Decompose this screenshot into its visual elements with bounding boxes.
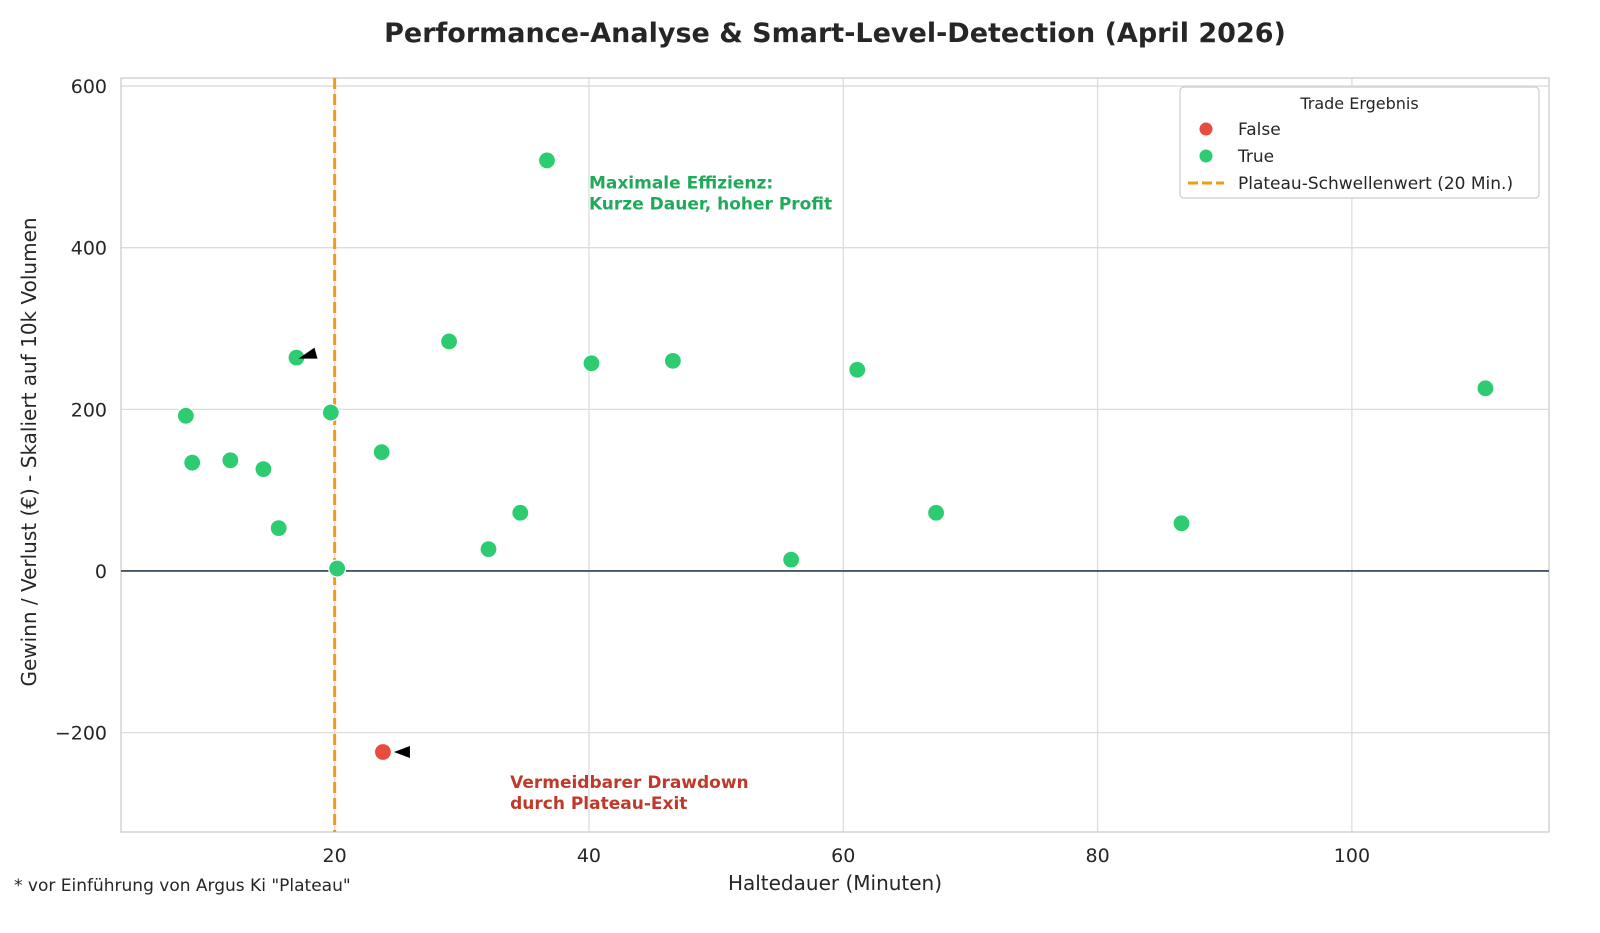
- data-point-true: [1476, 379, 1495, 398]
- data-point-true: [479, 540, 498, 559]
- data-point-true: [269, 519, 288, 538]
- legend-box: [1179, 86, 1540, 199]
- y-tick-label: 400: [71, 238, 107, 260]
- data-point-true: [663, 351, 682, 370]
- legend-label: Plateau-Schwellenwert (20 Min.): [1238, 174, 1513, 194]
- annotation-text: Maximale Effizienz:: [589, 174, 773, 194]
- x-tick-label: 80: [1085, 845, 1109, 867]
- x-tick-label: 20: [323, 845, 347, 867]
- legend-title: Trade Ergebnis: [1299, 94, 1418, 113]
- legend-marker-false: [1199, 122, 1213, 136]
- x-tick-label: 40: [577, 845, 601, 867]
- data-point-true: [848, 360, 867, 379]
- data-point-true: [372, 443, 391, 462]
- x-tick-label: 60: [831, 845, 855, 867]
- data-point-true: [782, 550, 801, 569]
- y-axis-label: Gewinn / Verlust (€) - Skaliert auf 10k …: [17, 217, 41, 686]
- data-point-false: [373, 742, 393, 762]
- data-point-true: [176, 406, 195, 425]
- data-point-true: [1172, 514, 1191, 533]
- y-tick-label: 200: [71, 399, 107, 421]
- legend-label: False: [1238, 120, 1281, 140]
- legend-marker-true: [1199, 149, 1213, 163]
- legend-label: True: [1237, 147, 1274, 167]
- data-point-true: [439, 332, 459, 351]
- footnote: * vor Einführung von Argus Ki "Plateau": [14, 876, 351, 896]
- annotation-text: Vermeidbarer Drawdown: [510, 773, 749, 793]
- y-tick-label: 0: [95, 561, 107, 583]
- data-point-true: [582, 354, 601, 373]
- plot-frame: [120, 77, 1550, 833]
- data-point-true: [537, 151, 557, 170]
- data-point-true: [328, 559, 347, 578]
- annotation-text: durch Plateau-Exit: [510, 794, 687, 814]
- y-tick-label: −200: [55, 723, 107, 745]
- data-point-true: [254, 460, 273, 479]
- chart-title: Performance-Analyse & Smart-Level-Detect…: [384, 18, 1286, 49]
- highlight-arrowhead: [298, 347, 318, 359]
- data-point-true: [183, 453, 202, 472]
- data-point-true: [926, 503, 946, 522]
- data-point-true: [221, 451, 240, 470]
- x-axis-label: Haltedauer (Minuten): [728, 871, 942, 895]
- drawdown-arrowhead: [393, 745, 410, 758]
- data-point-true: [511, 503, 530, 522]
- annotation-text: Kurze Dauer, hoher Profit: [589, 195, 832, 215]
- x-tick-label: 100: [1334, 845, 1370, 867]
- y-tick-label: 600: [71, 76, 107, 98]
- data-point-true: [321, 403, 340, 422]
